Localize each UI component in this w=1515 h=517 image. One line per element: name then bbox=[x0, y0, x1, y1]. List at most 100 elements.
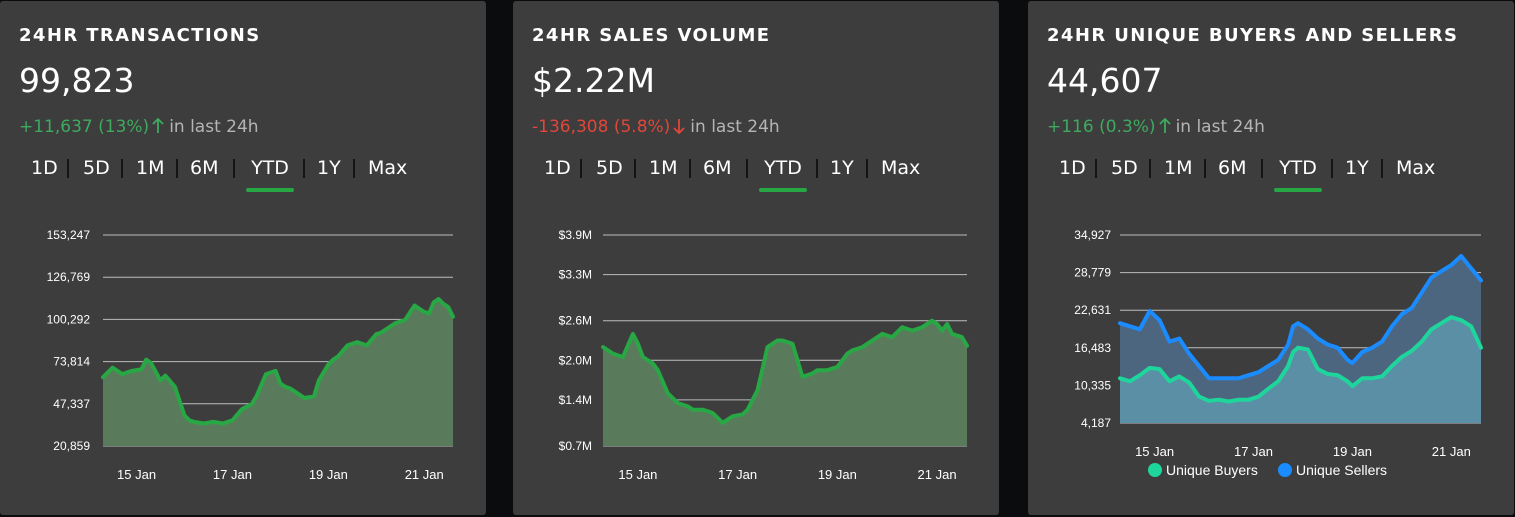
change-amount: +116 (0.3%) bbox=[1047, 117, 1156, 137]
tab-1d[interactable]: 1D bbox=[1059, 157, 1086, 179]
tab-max[interactable]: Max bbox=[1396, 157, 1436, 179]
tab-separator bbox=[746, 159, 748, 178]
tab-separator bbox=[67, 159, 69, 178]
legend-swatch bbox=[1148, 463, 1162, 477]
card-title: 24HR SALES VOLUME bbox=[532, 25, 771, 46]
tab-separator bbox=[1331, 159, 1333, 178]
tab-6m[interactable]: 6M bbox=[1218, 157, 1247, 179]
tab-1m[interactable]: 1M bbox=[136, 157, 165, 179]
tab-max[interactable]: Max bbox=[881, 157, 921, 179]
x-tick-label: 19 Jan bbox=[309, 467, 348, 482]
tab-ytd[interactable]: YTD bbox=[246, 155, 294, 192]
x-tick-label: 21 Jan bbox=[405, 467, 444, 482]
y-tick-label: 4,187 bbox=[1081, 416, 1111, 430]
change-suffix: in last 24h bbox=[169, 117, 259, 137]
tab-6m[interactable]: 6M bbox=[703, 157, 732, 179]
tab-separator bbox=[1381, 159, 1383, 178]
arrow-down-icon bbox=[673, 119, 685, 134]
x-tick-label: 17 Jan bbox=[718, 467, 757, 482]
series-line-unique-buyers bbox=[1118, 315, 1483, 404]
tab-1d[interactable]: 1D bbox=[544, 157, 571, 179]
y-tick-label: $2.6M bbox=[559, 314, 592, 328]
x-tick-label: 19 Jan bbox=[1333, 444, 1372, 459]
y-tick-label: 47,337 bbox=[53, 397, 90, 411]
tab-1y[interactable]: 1Y bbox=[317, 157, 341, 179]
tab-1d[interactable]: 1D bbox=[31, 157, 58, 179]
tab-1m[interactable]: 1M bbox=[649, 157, 678, 179]
transactions-chart: 20,859 47,337 73,814 100,292 126,769 153,247 1… bbox=[47, 228, 455, 482]
y-tick-label: 100,292 bbox=[47, 312, 91, 326]
tab-separator bbox=[816, 159, 818, 178]
metric-value: $2.22M bbox=[532, 61, 655, 100]
tab-separator bbox=[1261, 159, 1263, 178]
tab-separator bbox=[176, 159, 178, 178]
arrow-up-icon bbox=[152, 118, 164, 133]
tab-separator bbox=[1204, 159, 1206, 178]
legend-label: Unique Sellers bbox=[1296, 462, 1387, 478]
tab-5d[interactable]: 5D bbox=[83, 157, 110, 179]
tab-separator bbox=[689, 159, 691, 178]
tab-separator bbox=[580, 159, 582, 178]
change-line: +116 (0.3%) in last 24h bbox=[1047, 117, 1265, 137]
tab-1m[interactable]: 1M bbox=[1164, 157, 1193, 179]
tab-separator bbox=[121, 159, 123, 178]
arrow-up-icon bbox=[1158, 118, 1171, 133]
buyers-sellers-card: 24HR UNIQUE BUYERS AND SELLERS 44,607 +1… bbox=[1028, 1, 1514, 515]
card-title: 24HR UNIQUE BUYERS AND SELLERS bbox=[1047, 25, 1459, 46]
series-line-main bbox=[601, 318, 969, 425]
tab-separator bbox=[233, 159, 235, 178]
transactions-card: 24HR TRANSACTIONS 99,823 +11,637 (13%) in… bbox=[0, 1, 486, 515]
series-line-main bbox=[101, 297, 455, 426]
x-tick-label: 19 Jan bbox=[818, 467, 857, 482]
tab-ytd[interactable]: YTD bbox=[1274, 155, 1322, 192]
tab-separator bbox=[1149, 159, 1151, 178]
tab-max[interactable]: Max bbox=[368, 157, 408, 179]
metric-value: 99,823 bbox=[19, 61, 135, 100]
tab-5d[interactable]: 5D bbox=[596, 157, 623, 179]
y-tick-label: 73,814 bbox=[53, 355, 90, 369]
x-tick-label: 15 Jan bbox=[117, 467, 156, 482]
y-tick-label: $2.0M bbox=[559, 353, 592, 367]
change-amount: -136,308 (5.8%) bbox=[532, 117, 671, 137]
y-tick-label: 126,769 bbox=[47, 270, 91, 284]
y-tick-label: $3.3M bbox=[559, 268, 592, 282]
tab-separator bbox=[353, 159, 355, 178]
sales-volume-chart: $0.7M $1.4M $2.0M $2.6M $3.3M $3.9M 15 Jan 17 J… bbox=[559, 228, 969, 482]
y-tick-label: $3.9M bbox=[559, 228, 592, 242]
tab-separator bbox=[303, 159, 305, 178]
y-tick-label: 153,247 bbox=[47, 228, 91, 242]
x-tick-label: 21 Jan bbox=[1432, 444, 1471, 459]
y-tick-label: 22,631 bbox=[1074, 303, 1111, 317]
change-line: -136,308 (5.8%) in last 24h bbox=[532, 117, 780, 137]
tab-6m[interactable]: 6M bbox=[190, 157, 219, 179]
metric-value: 44,607 bbox=[1047, 61, 1163, 100]
series-area-main bbox=[603, 320, 967, 446]
series-area-main bbox=[103, 299, 453, 446]
y-tick-label: 16,483 bbox=[1074, 341, 1111, 355]
legend-label: Unique Buyers bbox=[1166, 462, 1258, 478]
legend-swatch bbox=[1278, 463, 1292, 477]
card-title: 24HR TRANSACTIONS bbox=[19, 25, 261, 46]
x-tick-label: 15 Jan bbox=[1135, 444, 1174, 459]
x-tick-label: 15 Jan bbox=[618, 467, 657, 482]
x-tick-label: 17 Jan bbox=[213, 467, 252, 482]
tab-1y[interactable]: 1Y bbox=[830, 157, 854, 179]
x-tick-label: 21 Jan bbox=[918, 467, 957, 482]
x-tick-label: 17 Jan bbox=[1234, 444, 1273, 459]
buyers-sellers-chart: 4,187 10,335 16,483 22,631 28,779 34,927 15 Ja… bbox=[1074, 228, 1483, 478]
series-area-unique-buyers bbox=[1120, 317, 1481, 423]
y-tick-label: $1.4M bbox=[559, 393, 592, 407]
change-suffix: in last 24h bbox=[690, 117, 780, 137]
y-tick-label: 20,859 bbox=[53, 439, 90, 453]
sales-volume-card: 24HR SALES VOLUME $2.22M -136,308 (5.8%)… bbox=[513, 1, 999, 515]
change-line: +11,637 (13%) in last 24h bbox=[19, 117, 259, 137]
tab-separator bbox=[634, 159, 636, 178]
y-tick-label: 34,927 bbox=[1074, 228, 1111, 242]
tab-5d[interactable]: 5D bbox=[1111, 157, 1138, 179]
tab-1y[interactable]: 1Y bbox=[1345, 157, 1369, 179]
tab-separator bbox=[1095, 159, 1097, 178]
tab-ytd[interactable]: YTD bbox=[759, 155, 807, 192]
change-amount: +11,637 (13%) bbox=[19, 117, 150, 137]
series-line-unique-sellers bbox=[1118, 254, 1483, 381]
y-tick-label: 10,335 bbox=[1074, 378, 1111, 392]
